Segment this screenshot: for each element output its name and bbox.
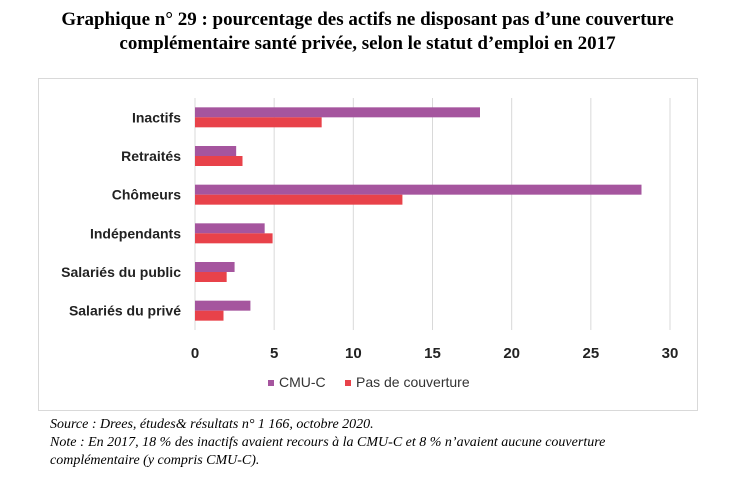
bar-pas-de-couverture: [195, 272, 227, 282]
category-label: Inactifs: [132, 109, 181, 125]
bar-cmu-c: [195, 107, 480, 118]
bar-pas-de-couverture: [195, 310, 224, 321]
category-label: Chômeurs: [112, 187, 181, 203]
source-note: Source : Drees, études& résultats n° 1 1…: [50, 417, 374, 432]
category-label: Salariés du privé: [69, 303, 181, 319]
note-line-1: Note : En 2017, 18 % des inactifs avaien…: [50, 435, 606, 450]
legend-swatch: [268, 380, 274, 386]
bar-cmu-c: [195, 300, 251, 311]
chart-notes: Source : Drees, études& résultats n° 1 1…: [50, 416, 730, 470]
title-line-1: Graphique n° 29 : pourcentage des actifs…: [61, 9, 674, 30]
legend-label: Pas de couverture: [356, 374, 470, 390]
chart-frame: [38, 78, 698, 411]
category-label: Salariés du public: [61, 264, 181, 280]
bar-pas-de-couverture: [195, 117, 322, 128]
x-tick-label: 20: [503, 345, 520, 362]
x-tick-label: 10: [345, 345, 362, 362]
x-tick-label: 30: [662, 345, 679, 362]
legend-label: CMU-C: [279, 374, 326, 390]
x-tick-label: 15: [424, 345, 441, 362]
category-label: Retraités: [121, 148, 181, 164]
bar-cmu-c: [195, 184, 642, 195]
chart-title: Graphique n° 29 : pourcentage des actifs…: [0, 8, 735, 56]
bar-pas-de-couverture: [195, 156, 243, 166]
x-tick-label: 25: [582, 345, 599, 362]
note-line-2: complémentaire (y compris CMU-C).: [50, 453, 260, 468]
category-label: Indépendants: [90, 225, 181, 241]
bar-pas-de-couverture: [195, 233, 273, 244]
title-line-2: complémentaire santé privée, selon le st…: [119, 33, 616, 54]
legend-swatch: [345, 380, 351, 386]
bar-cmu-c: [195, 146, 237, 156]
bar-cmu-c: [195, 223, 265, 234]
x-tick-label: 0: [191, 345, 199, 362]
x-tick-label: 5: [270, 345, 278, 362]
bar-pas-de-couverture: [195, 194, 403, 205]
bar-cmu-c: [195, 262, 235, 272]
